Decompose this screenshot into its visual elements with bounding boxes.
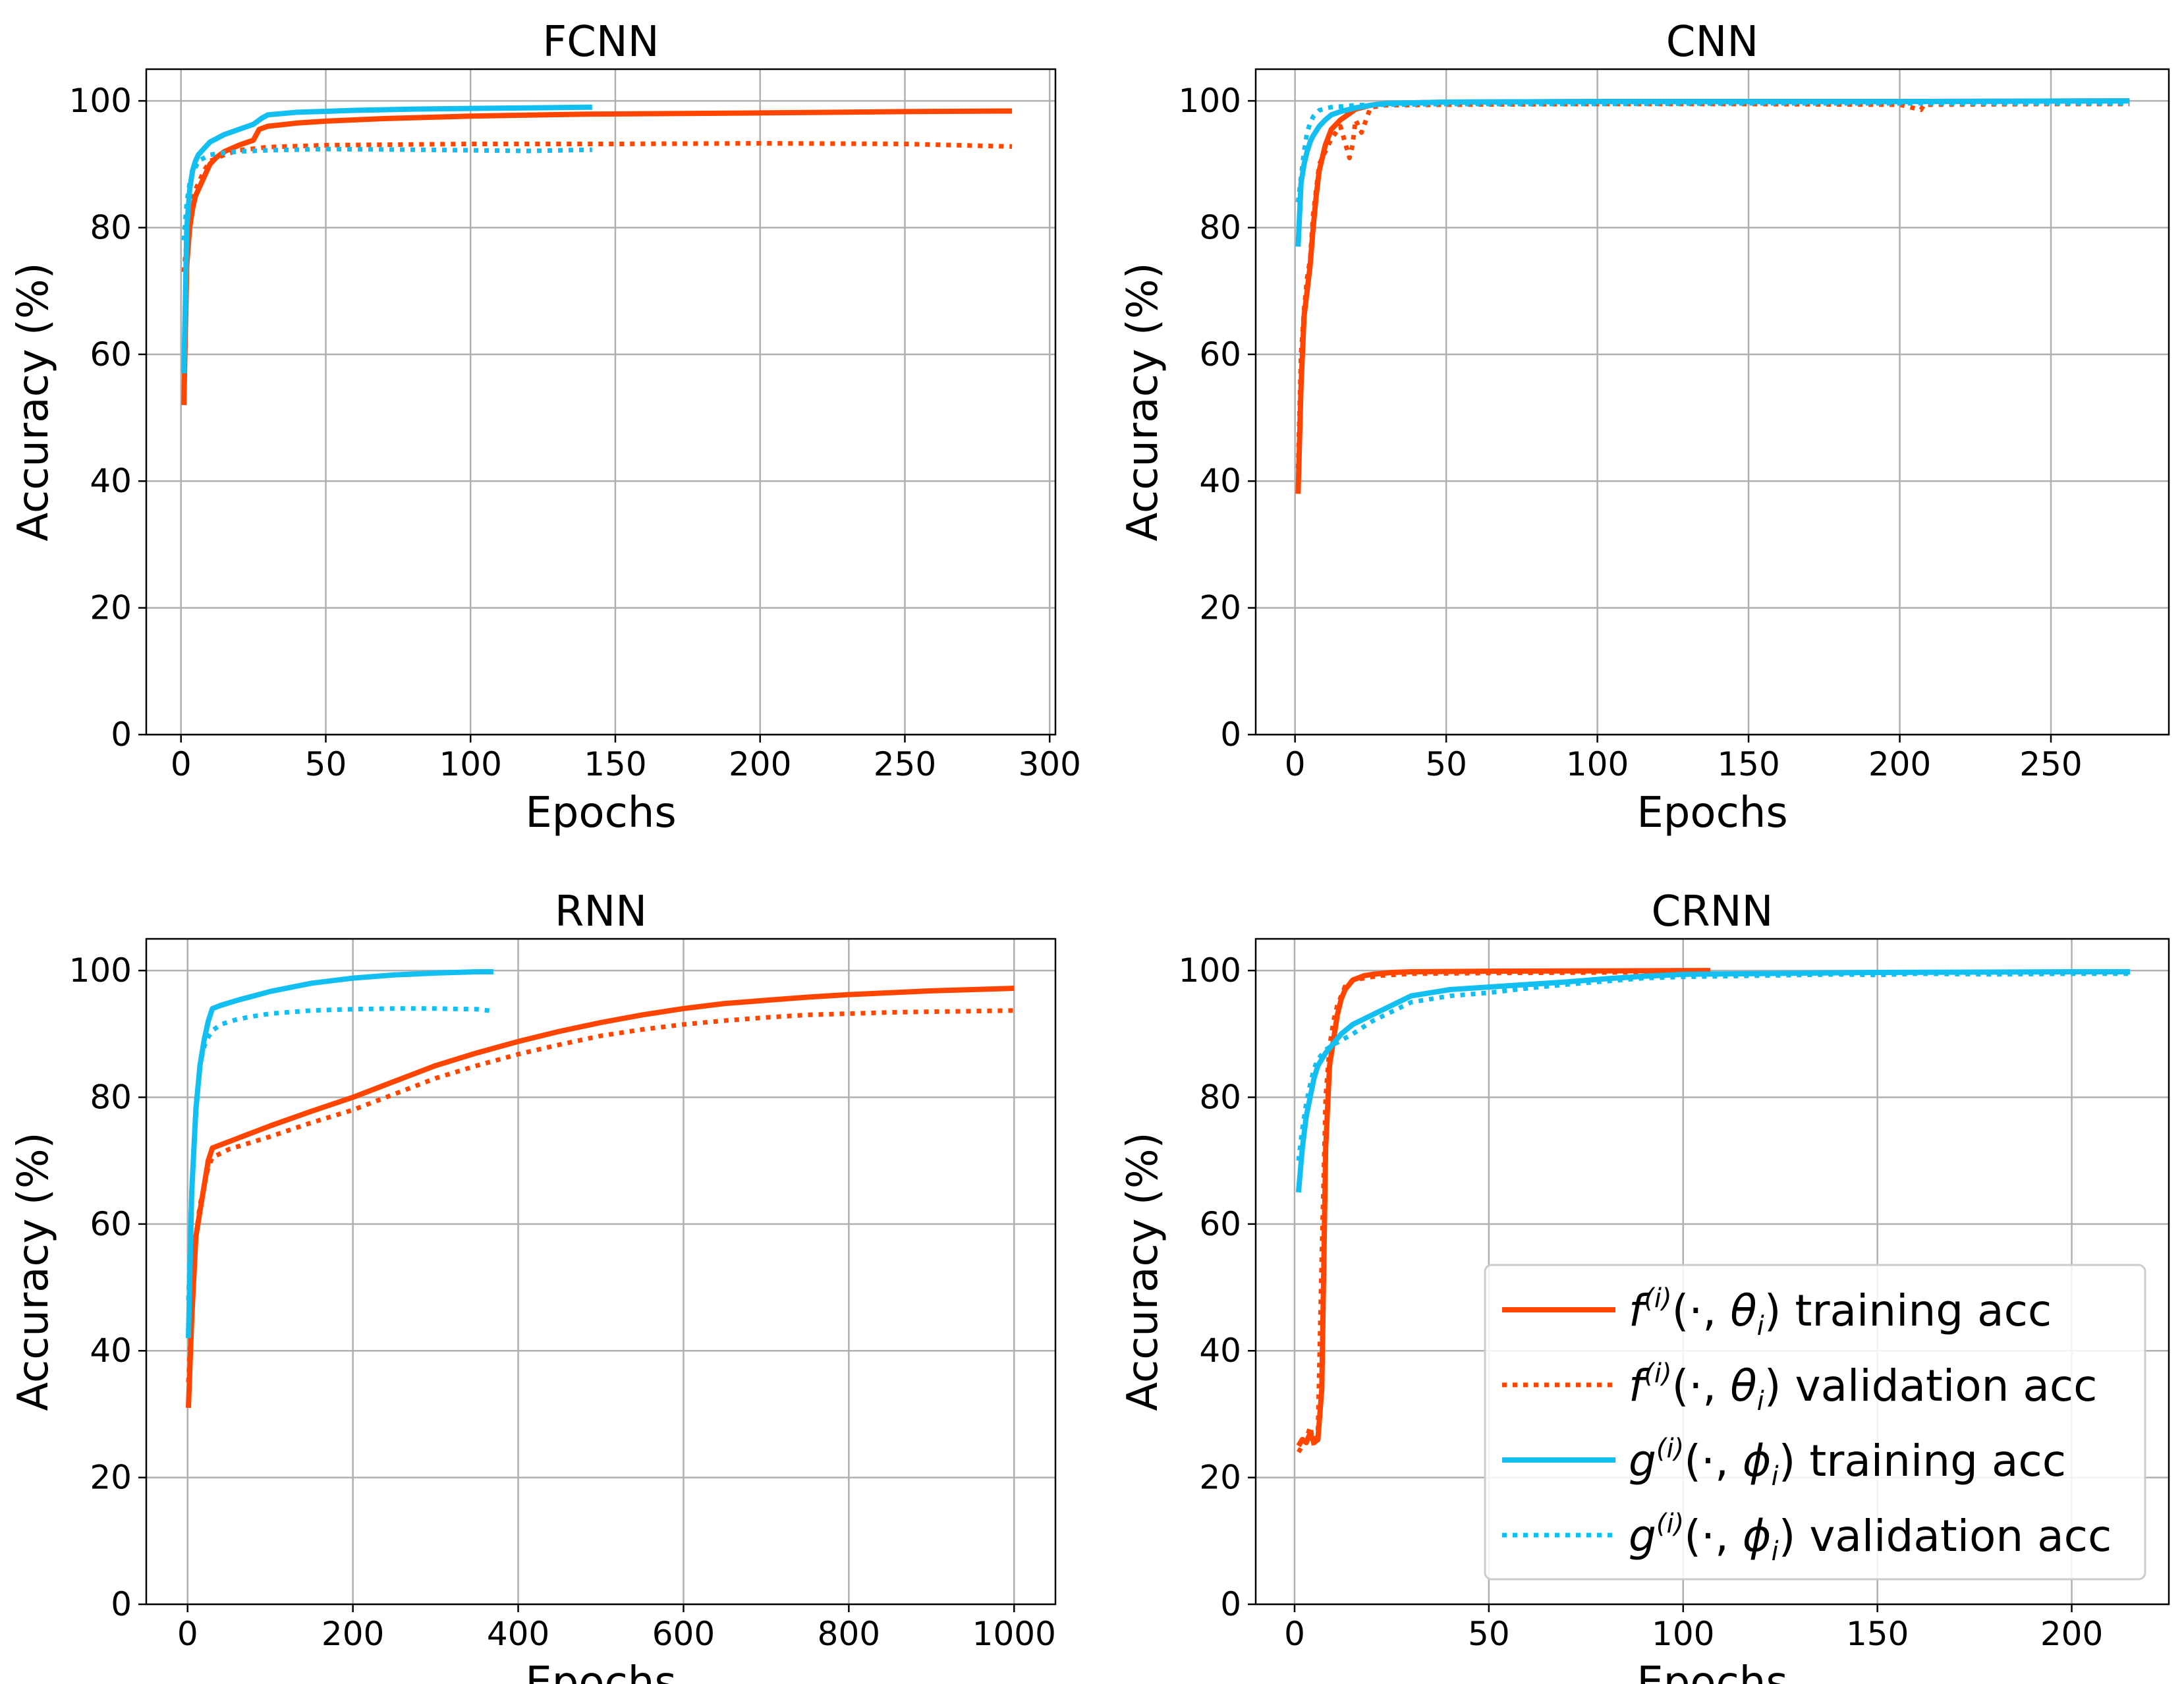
axes-frame (145, 68, 1057, 736)
y-tick-label: 60 (1199, 1205, 1241, 1243)
y-tick-label: 20 (90, 589, 132, 627)
panel-title: CNN (1666, 18, 1758, 67)
y-tick-label: 20 (1199, 589, 1241, 627)
series-g-train (186, 969, 493, 1339)
x-tick-label: 50 (1468, 1615, 1510, 1653)
series-f-val (1295, 101, 2130, 469)
legend-box (1484, 1264, 2146, 1581)
x-tick-label: 100 (439, 745, 502, 783)
panel-rnn: 0 200 400 600 800 1000 0 20 40 60 80 100 RNN Epochs Ac… (9, 887, 1057, 1684)
axes-frame (1254, 68, 2170, 736)
x-tick-label: 150 (584, 745, 646, 783)
y-tick-label: 60 (90, 1205, 132, 1243)
x-tick-label: 100 (1566, 745, 1629, 783)
y-tick-label: 80 (90, 208, 132, 246)
y-tick-label: 0 (111, 716, 132, 754)
y-tick-label: 40 (1199, 462, 1241, 500)
x-tick-label: 150 (1846, 1615, 1909, 1653)
panel-title: CRNN (1652, 887, 1774, 936)
y-tick-label: 0 (111, 1585, 132, 1623)
x-tick-label: 300 (1018, 745, 1080, 783)
x-axis-label: Epochs (1637, 789, 1787, 837)
x-tick-label: 400 (487, 1615, 549, 1653)
series-f-train (1295, 98, 2130, 494)
x-tick-label: 100 (1652, 1615, 1714, 1653)
y-tick-label: 60 (1199, 335, 1241, 374)
legend-label-g-val: g(i)(·, ϕi) validation acc (1629, 1509, 2112, 1567)
series-f-train (186, 986, 1015, 1408)
x-tick-label: 0 (177, 1615, 198, 1653)
y-tick-label: 80 (1199, 208, 1241, 246)
x-tick-label: 200 (322, 1615, 384, 1653)
x-tick-label: 1000 (972, 1615, 1056, 1653)
series-g-val (1296, 971, 2130, 1162)
x-tick-label: 200 (2040, 1615, 2103, 1653)
series-g-val (186, 1006, 494, 1301)
y-tick-label: 0 (1220, 716, 1241, 754)
legend-label-f-train: f(i)(·, θi) training acc (1629, 1283, 2052, 1341)
y-axis-label: Accuracy (%) (1119, 1132, 1167, 1411)
panel-title: FCNN (542, 18, 659, 67)
x-tick-label: 50 (305, 745, 347, 783)
x-axis-label: Epochs (1637, 1658, 1787, 1684)
y-tick-label: 100 (1179, 82, 1241, 120)
x-tick-label: 200 (729, 745, 791, 783)
series-g-val (181, 146, 592, 240)
axes-frame (145, 938, 1057, 1606)
y-axis-label: Accuracy (%) (1119, 262, 1167, 541)
series-g-train (1295, 969, 2130, 1193)
x-tick-label: 150 (1717, 745, 1779, 783)
y-tick-label: 80 (1199, 1078, 1241, 1116)
y-tick-label: 100 (69, 82, 132, 120)
series-g-val (1295, 101, 2130, 203)
x-tick-label: 200 (1868, 745, 1931, 783)
panel-crnn: 0 50 100 150 200 0 20 40 60 80 100 CRNN Epochs Accura… (1119, 887, 2170, 1684)
y-tick-label: 0 (1220, 1585, 1241, 1623)
x-tick-label: 600 (652, 1615, 715, 1653)
legend: f(i)(·, θi) training acc f(i)(·, θi) vali… (1484, 1264, 2146, 1581)
y-tick-label: 20 (1199, 1459, 1241, 1497)
x-tick-label: 0 (1284, 1615, 1305, 1653)
series-f-val (186, 1008, 1015, 1383)
y-tick-label: 40 (1199, 1332, 1241, 1370)
legend-label-g-train: g(i)(·, ϕi) training acc (1629, 1434, 2066, 1492)
y-tick-label: 100 (1179, 951, 1241, 990)
legend-label-f-val: f(i)(·, θi) validation acc (1629, 1359, 2097, 1417)
panel-cnn: 0 50 100 150 200 250 0 20 40 60 80 100 CNN Epochs Accu… (1119, 18, 2170, 837)
panel-fcnn: 0 50 100 150 200 250 300 0 20 40 60 80 100 FCNN Epochs… (9, 18, 1081, 837)
x-tick-label: 800 (818, 1615, 880, 1653)
x-axis-label: Epochs (525, 789, 676, 837)
x-tick-label: 250 (2019, 745, 2082, 783)
y-tick-label: 20 (90, 1459, 132, 1497)
series-f-train (181, 108, 1013, 405)
x-tick-label: 0 (171, 745, 192, 783)
axes-frame (1254, 938, 2170, 1606)
y-axis-label: Accuracy (%) (9, 1132, 58, 1411)
x-axis-label: Epochs (525, 1658, 676, 1684)
panel-title: RNN (555, 887, 647, 936)
x-tick-label: 50 (1425, 745, 1467, 783)
y-axis-label: Accuracy (%) (9, 262, 58, 541)
x-tick-label: 250 (874, 745, 936, 783)
y-tick-label: 60 (90, 335, 132, 374)
series-g-train (1295, 98, 2130, 247)
x-tick-label: 0 (1285, 745, 1306, 783)
y-tick-label: 100 (69, 951, 132, 990)
y-tick-label: 40 (90, 462, 132, 500)
y-tick-label: 80 (90, 1078, 132, 1116)
series-g-train (181, 104, 592, 374)
y-tick-label: 40 (90, 1332, 132, 1370)
series-f-val (181, 141, 1013, 273)
